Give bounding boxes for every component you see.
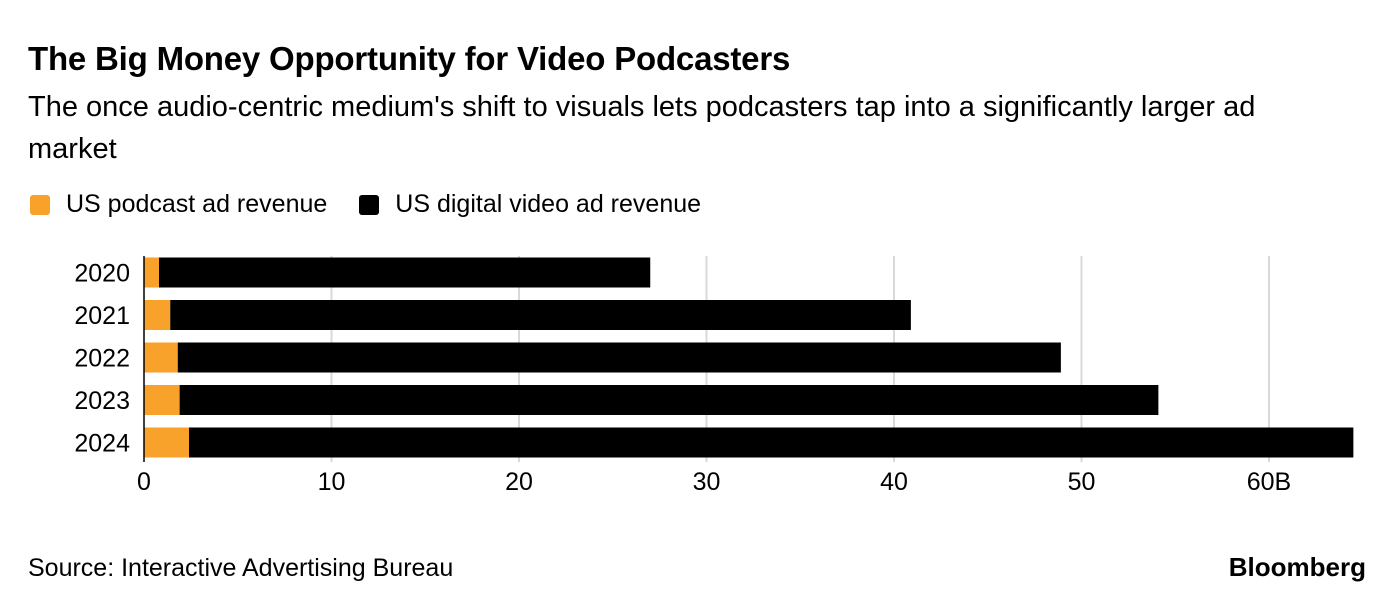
x-axis-tick-labels: 0 10 20 30 40 50 60B xyxy=(137,468,1291,496)
bar-2020-podcast xyxy=(144,257,159,288)
category-label-2024: 2024 xyxy=(74,430,130,458)
legend-label-podcast: US podcast ad revenue xyxy=(66,190,328,218)
chart-subtitle: The once audio-centric medium's shift to… xyxy=(28,91,1256,165)
bar-2022-video xyxy=(177,342,1061,373)
legend-swatch-podcast xyxy=(30,194,50,215)
x-tick-label-40: 40 xyxy=(880,468,908,496)
legend-item-video: US digital video ad revenue xyxy=(359,190,701,219)
bar-2024-video xyxy=(189,427,1354,458)
bars xyxy=(143,256,1354,462)
bar-2023-podcast xyxy=(144,385,180,415)
bar-2021-video xyxy=(170,300,911,330)
legend-label-video: US digital video ad revenue xyxy=(395,190,702,218)
bar-2020-video xyxy=(159,257,651,288)
x-tick-label-30: 30 xyxy=(693,468,721,496)
category-label-2023: 2023 xyxy=(74,387,130,415)
category-labels: 2020 2021 2022 2023 2024 xyxy=(74,260,130,458)
category-label-2022: 2022 xyxy=(74,345,130,373)
x-tick-label-0: 0 xyxy=(137,468,151,496)
x-tick-label-20: 20 xyxy=(505,468,533,496)
category-label-2021: 2021 xyxy=(74,302,130,330)
bar-2021-podcast xyxy=(144,300,171,330)
x-tick-label-60B: 60B xyxy=(1247,468,1291,496)
brand-logo: Bloomberg xyxy=(1228,552,1366,582)
legend: US podcast ad revenue US digital video a… xyxy=(30,190,733,219)
legend-swatch-video xyxy=(359,194,380,215)
x-tick-label-10: 10 xyxy=(318,468,346,496)
bar-2023-video xyxy=(179,385,1159,415)
legend-item-podcast: US podcast ad revenue xyxy=(30,190,327,219)
bar-2024-podcast xyxy=(144,427,189,458)
source-note: Source: Interactive Advertising Bureau xyxy=(28,554,454,582)
bar-2022-podcast xyxy=(144,342,178,373)
x-tick-label-50: 50 xyxy=(1068,468,1096,496)
category-label-2020: 2020 xyxy=(74,260,130,288)
chart-title: The Big Money Opportunity for Video Podc… xyxy=(28,40,791,77)
